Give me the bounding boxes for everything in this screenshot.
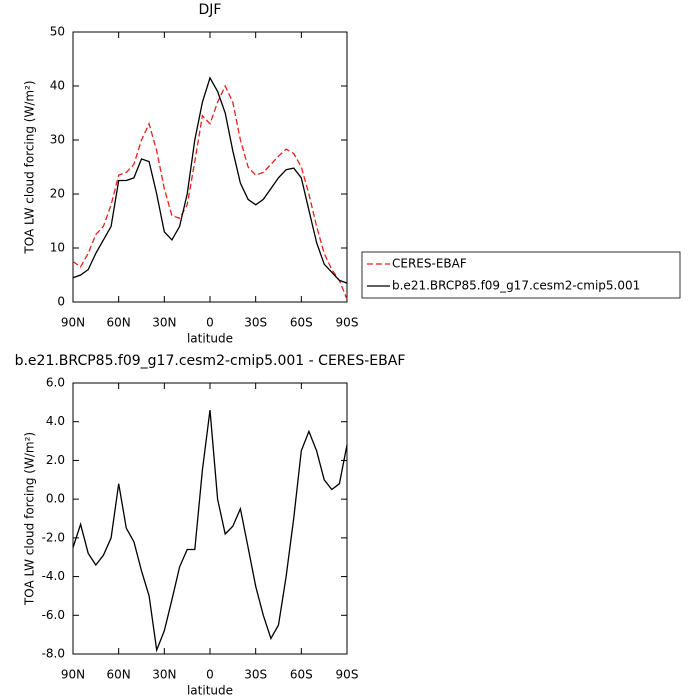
y-axis-label: TOA LW cloud forcing (W/m²) (23, 432, 37, 606)
y-tick-label: 0 (57, 295, 65, 309)
y-tick-label: 20 (50, 187, 65, 201)
x-tick-label: 30N (152, 668, 176, 682)
x-tick-label: 60S (290, 668, 313, 682)
y-tick-label: -2.0 (42, 530, 65, 544)
x-tick-label: 60N (107, 668, 131, 682)
chart-title: b.e21.BRCP85.f09_g17.cesm2-cmip5.001 - C… (15, 353, 406, 369)
x-tick-label: 90N (61, 668, 85, 682)
y-tick-label: 2.0 (46, 453, 65, 467)
y-tick-label: 10 (50, 241, 65, 255)
x-tick-label: 30S (244, 316, 267, 330)
y-tick-label: 40 (50, 79, 65, 93)
y-tick-label: 6.0 (46, 376, 65, 390)
x-tick-label: 30N (152, 316, 176, 330)
x-tick-label: 90S (336, 316, 359, 330)
x-tick-label: 60S (290, 316, 313, 330)
legend-label: CERES-EBAF (392, 257, 467, 271)
y-axis-label: TOA LW cloud forcing (W/m²) (23, 80, 37, 254)
y-tick-label: 4.0 (46, 414, 65, 428)
data-line (72, 84, 348, 300)
y-tick-label: -8.0 (42, 647, 65, 661)
y-tick-label: -6.0 (42, 608, 65, 622)
data-line (72, 410, 348, 653)
legend-label: b.e21.BRCP85.f09_g17.cesm2-cmip5.001 (392, 279, 640, 293)
x-tick-label: 0 (206, 668, 214, 682)
y-tick-label: 30 (50, 133, 65, 147)
legend-box (361, 251, 681, 299)
y-tick-label: 0.0 (46, 492, 65, 506)
y-tick-label: 50 (50, 25, 65, 39)
chart-title: DJF (199, 2, 222, 18)
plot-frame (72, 382, 348, 655)
plot-frame (72, 31, 348, 303)
x-tick-label: 30S (244, 668, 267, 682)
y-tick-label: -4.0 (42, 569, 65, 583)
x-tick-label: 60N (107, 316, 131, 330)
x-tick-label: 90N (61, 316, 85, 330)
x-axis-label: latitude (187, 684, 233, 698)
data-line (72, 76, 348, 284)
x-tick-label: 0 (206, 316, 214, 330)
x-tick-label: 90S (336, 668, 359, 682)
x-axis-label: latitude (187, 332, 233, 346)
